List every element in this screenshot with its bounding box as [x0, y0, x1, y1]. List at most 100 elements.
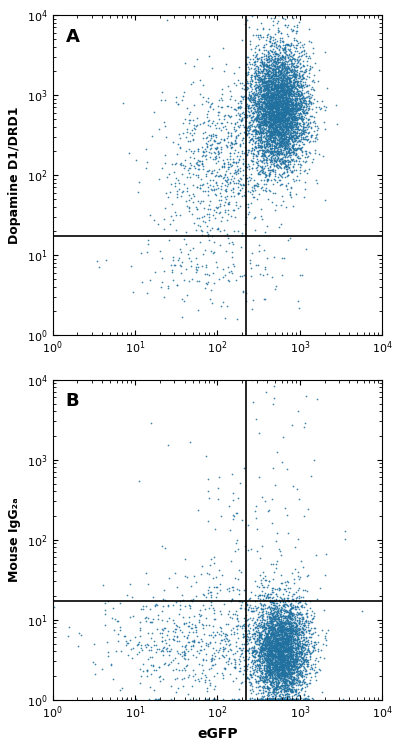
Point	[296, 646, 302, 658]
Point	[261, 58, 267, 70]
Point	[284, 102, 291, 114]
Point	[257, 653, 263, 665]
Point	[290, 659, 296, 671]
Point	[262, 79, 268, 91]
Point	[272, 126, 279, 138]
Point	[288, 667, 294, 679]
Point	[278, 631, 285, 643]
Point	[290, 79, 296, 91]
Point	[288, 672, 294, 684]
Point	[293, 649, 299, 661]
Point	[268, 82, 274, 94]
Point	[254, 103, 261, 115]
Point	[257, 637, 263, 649]
Point	[252, 55, 259, 67]
Point	[277, 121, 284, 133]
Point	[300, 655, 307, 667]
Point	[279, 663, 286, 675]
Point	[271, 88, 277, 100]
Point	[264, 79, 270, 91]
Point	[297, 101, 303, 113]
Point	[263, 64, 270, 76]
Point	[280, 635, 287, 647]
Point	[284, 114, 291, 126]
Point	[274, 82, 281, 94]
Point	[255, 634, 261, 646]
Point	[269, 632, 276, 644]
Point	[270, 92, 276, 104]
Point	[284, 639, 290, 651]
Point	[271, 668, 278, 680]
Point	[298, 103, 304, 115]
Point	[279, 110, 285, 122]
Point	[273, 112, 279, 124]
Point	[287, 668, 293, 680]
Point	[229, 156, 236, 168]
Point	[270, 634, 276, 646]
Point	[286, 117, 293, 129]
Point	[279, 665, 286, 677]
Point	[279, 655, 285, 667]
Point	[272, 116, 278, 128]
Point	[284, 154, 290, 166]
Point	[249, 655, 255, 667]
Point	[269, 45, 275, 57]
Point	[288, 625, 294, 637]
Point	[259, 91, 265, 103]
Point	[294, 82, 301, 94]
Point	[279, 621, 286, 633]
Point	[230, 649, 237, 661]
Point	[273, 639, 279, 651]
Point	[272, 686, 279, 698]
Point	[270, 166, 277, 178]
Point	[287, 670, 294, 682]
Point	[140, 658, 146, 670]
Point	[286, 131, 292, 143]
Point	[282, 58, 288, 70]
Point	[173, 619, 180, 631]
Point	[184, 659, 190, 671]
Point	[272, 673, 279, 685]
Point	[294, 123, 301, 135]
Point	[275, 50, 281, 62]
Point	[204, 108, 210, 120]
Point	[275, 74, 281, 86]
Point	[156, 643, 162, 655]
Point	[308, 37, 314, 49]
Point	[288, 681, 295, 693]
Point	[275, 101, 282, 113]
Point	[172, 652, 178, 664]
Point	[265, 101, 271, 113]
Point	[279, 602, 286, 614]
Point	[259, 112, 265, 124]
Point	[263, 97, 269, 109]
Point	[274, 655, 281, 667]
Point	[276, 613, 282, 625]
Point	[274, 118, 280, 130]
Point	[270, 663, 276, 675]
Point	[260, 117, 267, 129]
Point	[237, 178, 243, 190]
Point	[267, 637, 274, 649]
Point	[261, 72, 267, 84]
Point	[287, 612, 294, 624]
Point	[264, 70, 270, 82]
Point	[293, 109, 300, 121]
Point	[282, 52, 288, 64]
Point	[209, 127, 216, 139]
Point	[301, 628, 308, 640]
Point	[152, 599, 158, 611]
Point	[281, 628, 288, 640]
Point	[279, 114, 285, 126]
Point	[170, 625, 176, 637]
Point	[253, 111, 260, 123]
Point	[260, 643, 267, 655]
Point	[286, 121, 292, 133]
Point	[279, 103, 285, 115]
Point	[290, 106, 296, 118]
Point	[256, 655, 262, 667]
Point	[278, 664, 285, 676]
Point	[223, 619, 230, 631]
Point	[287, 97, 293, 109]
Point	[296, 109, 302, 121]
